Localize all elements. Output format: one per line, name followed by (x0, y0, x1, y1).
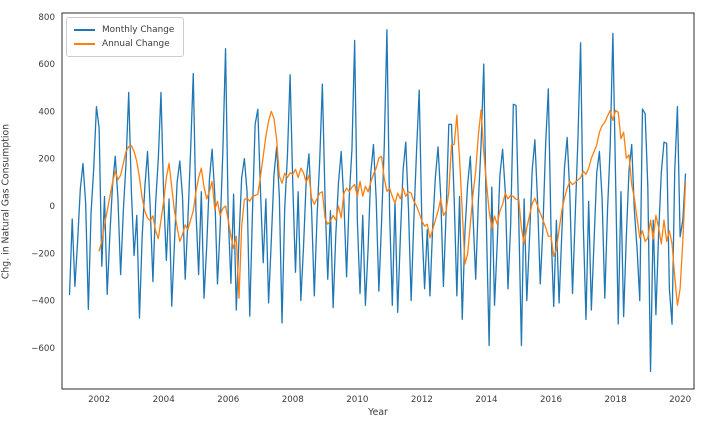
data-series-lines (68, 29, 687, 373)
legend-item-annual-change: Annual Change (74, 37, 174, 51)
y-tick-label: −200 (31, 249, 55, 259)
x-tick-label: 2008 (282, 395, 304, 405)
legend-label-annual-change: Annual Change (102, 39, 170, 49)
x-tick-label: 2002 (88, 395, 110, 405)
x-tick-label: 2014 (475, 395, 498, 405)
x-tick-label: 2020 (669, 395, 691, 405)
x-axis-tick-labels: 2002 2004 2006 2008 2010 2012 2014 2016 2018 2020 (88, 395, 691, 405)
y-tick-label: −600 (31, 344, 55, 354)
x-tick-label: 2016 (540, 395, 562, 405)
y-tick-label: 0 (49, 202, 55, 212)
legend-item-monthly-change: Monthly Change (74, 23, 174, 37)
x-tick-label: 2010 (346, 395, 368, 405)
x-tick-label: 2012 (411, 395, 433, 405)
x-axis-title: Year (368, 407, 388, 418)
monthly-change-line-swatch (74, 29, 95, 31)
y-axis-tick-labels: 800 600 400 200 0 −200 −400 −600 (31, 13, 55, 354)
x-tick-label: 2006 (217, 395, 239, 405)
y-tick-label: −400 (31, 297, 55, 307)
x-tick-label: 2018 (605, 395, 627, 405)
y-tick-label: 600 (38, 60, 55, 70)
annual-change-line (98, 109, 687, 306)
monthly-change-line (68, 29, 687, 373)
x-tick-label: 2004 (153, 395, 176, 405)
annual-change-line-swatch (74, 43, 95, 45)
legend: Monthly Change Annual Change (66, 17, 185, 57)
legend-label-monthly-change: Monthly Change (102, 25, 175, 35)
y-tick-label: 800 (38, 13, 55, 23)
y-tick-label: 200 (38, 155, 55, 165)
y-tick-label: 400 (38, 107, 55, 117)
y-axis-title: Chg. in Natural Gas Consumption (0, 123, 12, 280)
plot-area-border (61, 12, 695, 390)
